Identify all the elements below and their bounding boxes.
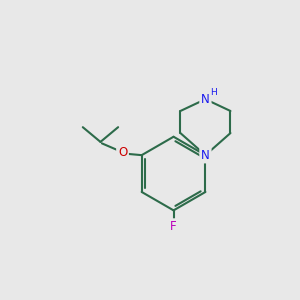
Text: N: N bbox=[201, 93, 210, 106]
Text: N: N bbox=[201, 149, 210, 162]
Text: O: O bbox=[118, 146, 127, 159]
Text: H: H bbox=[210, 88, 217, 97]
Text: F: F bbox=[170, 220, 177, 233]
